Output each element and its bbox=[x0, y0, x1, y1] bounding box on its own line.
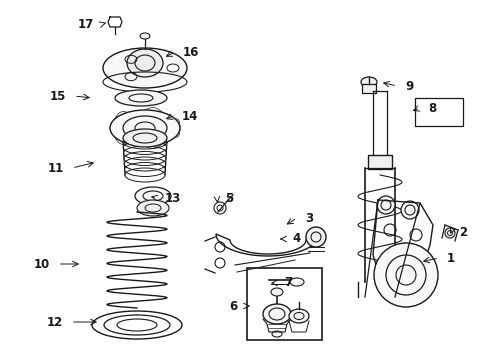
Text: 10: 10 bbox=[34, 257, 50, 270]
Ellipse shape bbox=[115, 90, 167, 106]
Text: 17: 17 bbox=[78, 18, 94, 31]
Circle shape bbox=[305, 227, 325, 247]
Circle shape bbox=[444, 228, 454, 238]
Text: 16: 16 bbox=[183, 45, 199, 58]
Ellipse shape bbox=[140, 33, 150, 39]
Ellipse shape bbox=[123, 129, 167, 147]
Text: 12: 12 bbox=[47, 315, 63, 328]
Text: 6: 6 bbox=[228, 300, 237, 312]
Ellipse shape bbox=[135, 187, 171, 205]
Ellipse shape bbox=[360, 77, 376, 87]
Text: 15: 15 bbox=[49, 90, 66, 103]
Ellipse shape bbox=[137, 200, 169, 216]
Circle shape bbox=[400, 201, 418, 219]
Bar bbox=[367, 155, 391, 169]
Ellipse shape bbox=[270, 288, 283, 296]
Text: 13: 13 bbox=[164, 192, 181, 204]
Ellipse shape bbox=[110, 110, 180, 146]
Text: 4: 4 bbox=[291, 233, 300, 246]
Text: 5: 5 bbox=[224, 192, 233, 204]
Ellipse shape bbox=[127, 49, 163, 77]
Circle shape bbox=[376, 196, 394, 214]
Text: 14: 14 bbox=[182, 109, 198, 122]
Bar bbox=[246, 268, 321, 340]
Ellipse shape bbox=[288, 309, 308, 323]
Text: 2: 2 bbox=[458, 225, 466, 238]
Text: 7: 7 bbox=[284, 276, 291, 289]
Text: 3: 3 bbox=[305, 211, 312, 225]
Text: 1: 1 bbox=[446, 252, 454, 265]
Bar bbox=[361, 84, 375, 93]
Bar bbox=[414, 98, 462, 126]
Circle shape bbox=[373, 243, 437, 307]
Text: 8: 8 bbox=[427, 102, 435, 114]
Ellipse shape bbox=[263, 304, 290, 324]
Text: 9: 9 bbox=[404, 80, 412, 93]
Ellipse shape bbox=[103, 48, 186, 88]
Text: 11: 11 bbox=[48, 162, 64, 175]
